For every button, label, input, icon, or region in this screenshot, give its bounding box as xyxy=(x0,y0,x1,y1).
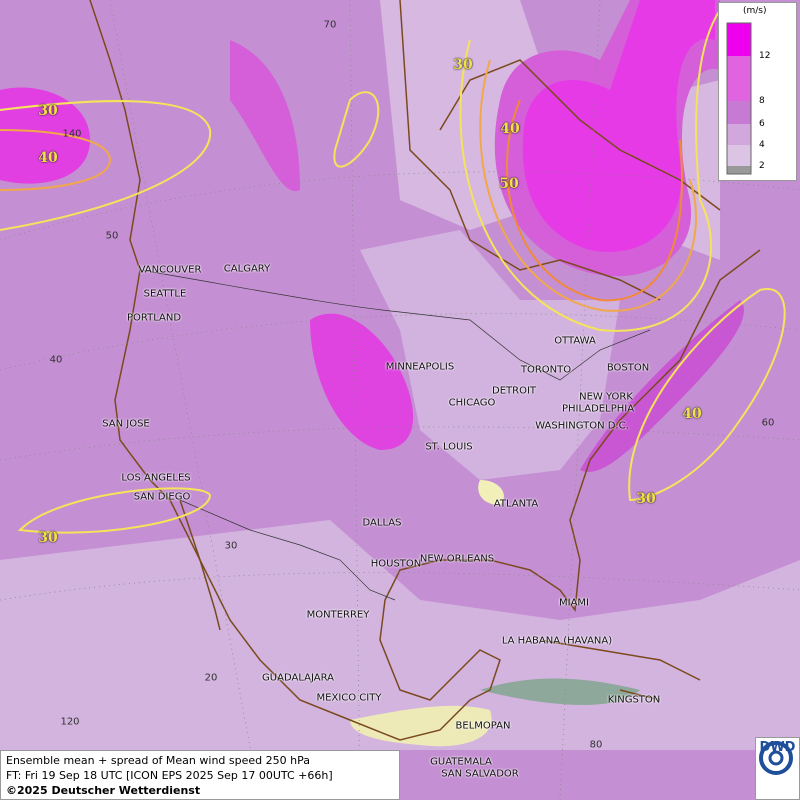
city-label: VANCOUVER xyxy=(138,264,202,276)
legend-tick: 2 xyxy=(759,161,765,171)
city-label: WASHINGTON D.C. xyxy=(535,420,629,432)
contour-label: 30 xyxy=(453,57,473,73)
city-label: MEXICO CITY xyxy=(316,692,382,704)
city-label: DALLAS xyxy=(362,517,402,529)
legend-tick: 6 xyxy=(759,119,765,129)
city-label: LOS ANGELES xyxy=(121,472,191,484)
city-label: SAN DIEGO xyxy=(133,491,191,503)
city-label: NEW YORK xyxy=(579,391,633,403)
coastlines xyxy=(89,0,761,741)
city-label: OTTAWA xyxy=(554,335,596,347)
city-label: SAN SALVADOR xyxy=(441,768,519,780)
logo-icon xyxy=(759,741,793,775)
contour-label: 40 xyxy=(38,150,58,166)
city-label: DETROIT xyxy=(491,385,537,397)
city-label: MINNEAPOLIS xyxy=(385,361,455,373)
city-label: CALGARY xyxy=(223,263,271,275)
city-label: MONTERREY xyxy=(306,609,370,621)
city-label: ATLANTA xyxy=(493,498,539,510)
city-label: BOSTON xyxy=(606,362,650,374)
legend: (m/s) 12 8 6 4 2 xyxy=(718,2,797,181)
mean-contours xyxy=(0,9,786,534)
graticule-label: 50 xyxy=(105,230,119,242)
legend-scale xyxy=(726,22,752,175)
city-label: CHICAGO xyxy=(448,397,496,409)
legend-tick: 4 xyxy=(759,140,765,150)
city-label: GUATEMALA xyxy=(430,756,492,768)
footer-line: Ensemble mean + spread of Mean wind spee… xyxy=(6,754,310,767)
graticule-label: 120 xyxy=(60,716,80,728)
city-label: PHILADELPHIA xyxy=(561,403,635,415)
graticule-label: 30 xyxy=(224,540,238,552)
city-label: SAN JOSE xyxy=(102,418,150,430)
graticule-label: 40 xyxy=(49,354,63,366)
legend-tick: 12 xyxy=(759,51,771,61)
city-label: KINGSTON xyxy=(607,694,661,706)
logo: DWD xyxy=(755,737,800,800)
footer-line: FT: Fri 19 Sep 18 UTC [ICON EPS 2025 Sep… xyxy=(6,769,333,782)
graticule-label: 80 xyxy=(589,739,603,751)
city-label: BELMOPAN xyxy=(455,720,511,732)
city-label: ST. LOUIS xyxy=(425,441,473,453)
contour-label: 30 xyxy=(38,530,58,546)
city-label: MIAMI xyxy=(559,597,589,609)
city-label: HOUSTON xyxy=(370,558,422,570)
footer-line: ©2025 Deutscher Wetterdienst xyxy=(6,784,201,797)
graticule-label: 70 xyxy=(323,19,337,31)
legend-unit: (m/s) xyxy=(743,6,767,16)
graticule-label: 60 xyxy=(761,417,775,429)
contour-label: 30 xyxy=(636,491,656,507)
contour-label: 30 xyxy=(38,103,58,119)
city-label: PORTLAND xyxy=(126,312,182,324)
graticule-label: 20 xyxy=(204,672,218,684)
city-label: GUADALAJARA xyxy=(262,672,334,684)
contour-label: 40 xyxy=(682,406,702,422)
legend-tick: 8 xyxy=(759,96,765,106)
spread-field xyxy=(0,0,800,750)
city-label: TORONTO xyxy=(520,364,572,376)
contour-label: 40 xyxy=(500,121,520,137)
city-label: LA HABANA (HAVANA) xyxy=(501,635,613,647)
footer: Ensemble mean + spread of Mean wind spee… xyxy=(0,750,400,800)
contour-label: 50 xyxy=(499,176,519,192)
graticule-label: 140 xyxy=(62,128,82,140)
city-label: NEW ORLEANS xyxy=(419,553,495,565)
borders xyxy=(139,269,651,601)
city-label: SEATTLE xyxy=(143,288,187,300)
